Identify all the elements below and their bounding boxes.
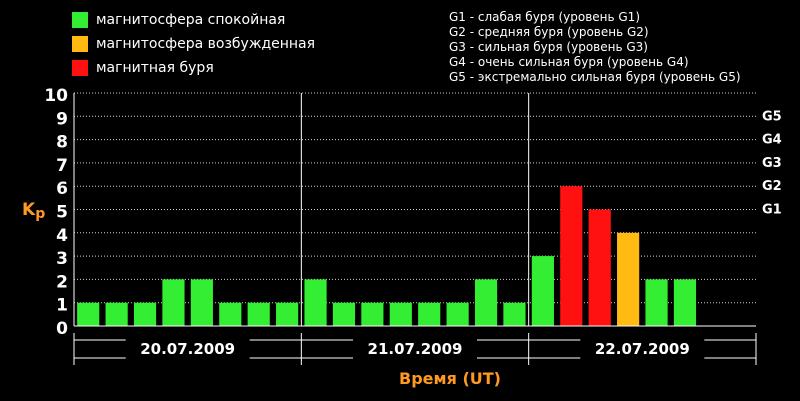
y-tick-label: 8 — [56, 133, 68, 153]
kp-bar — [418, 302, 441, 326]
legend-item-excited: магнитосфера возбужденная — [72, 32, 315, 56]
y-tick-label: 0 — [56, 319, 68, 339]
x-axis-title: Время (UT) — [399, 369, 501, 388]
legend-swatch-excited — [72, 36, 88, 52]
legend-item-storm: магнитная буря — [72, 56, 315, 80]
y-tick-label: 9 — [56, 109, 68, 129]
g-level-label: G3 — [762, 156, 782, 171]
storm-level-g4: G4 - очень сильная буря (уровень G4) — [449, 55, 689, 69]
legend-swatch-quiet — [72, 12, 88, 28]
date-label: 22.07.2009 — [595, 340, 690, 358]
y-tick-label: 10 — [44, 86, 68, 106]
g-level-label: G5 — [762, 109, 782, 124]
kp-bar — [645, 279, 668, 326]
kp-bar — [304, 279, 327, 326]
kp-bar — [133, 302, 157, 326]
legend-label-excited: магнитосфера возбужденная — [96, 36, 316, 52]
kp-bar — [389, 302, 412, 326]
y-tick-label: 3 — [56, 249, 68, 269]
storm-level-legend: G1 - слабая буря (уровень G1) G2 - средн… — [449, 10, 741, 85]
kp-bar — [162, 279, 185, 326]
y-tick-label: 1 — [56, 296, 68, 316]
legend-item-quiet: магнитосфера спокойная — [72, 8, 315, 32]
kp-bar — [503, 302, 526, 326]
g-level-label: G1 — [762, 203, 782, 218]
storm-level-g3: G3 - сильная буря (уровень G3) — [449, 40, 648, 54]
kp-bar — [190, 279, 213, 326]
storm-level-g2: G2 - средняя буря (уровень G2) — [449, 25, 649, 39]
kp-bar — [247, 302, 270, 326]
legend: магнитосфера спокойная магнитосфера возб… — [72, 8, 315, 80]
legend-swatch-storm — [72, 60, 88, 76]
y-tick-label: 5 — [56, 203, 68, 223]
g-level-label: G2 — [762, 179, 782, 194]
kp-bar — [531, 256, 554, 326]
g-level-label: G4 — [762, 133, 782, 148]
date-label: 20.07.2009 — [140, 340, 235, 358]
kp-bar — [105, 302, 128, 326]
kp-bar — [560, 186, 583, 326]
date-label-bg — [580, 337, 705, 361]
date-label-bg — [125, 337, 250, 361]
kp-bar — [276, 302, 299, 326]
storm-level-g5: G5 - экстремально сильная буря (уровень … — [449, 70, 741, 84]
y-tick-label: 7 — [56, 156, 68, 176]
y-tick-label: 6 — [56, 179, 68, 199]
date-label-bg — [353, 337, 477, 361]
kp-bar — [617, 232, 640, 326]
kp-bar — [673, 279, 697, 326]
storm-level-g1: G1 - слабая буря (уровень G1) — [449, 10, 640, 24]
kp-bar — [361, 302, 384, 326]
y-tick-label: 2 — [56, 272, 68, 292]
kp-bar — [446, 302, 469, 326]
y-axis-title: Kp — [22, 200, 45, 222]
legend-label-quiet: магнитосфера спокойная — [96, 12, 286, 28]
y-tick-label: 4 — [56, 226, 68, 246]
kp-bar — [332, 302, 356, 326]
kp-bar — [219, 302, 242, 326]
kp-bar — [474, 279, 498, 326]
date-label: 21.07.2009 — [368, 340, 463, 358]
kp-bar — [77, 302, 100, 326]
kp-bar — [588, 209, 611, 326]
legend-label-storm: магнитная буря — [96, 60, 214, 76]
